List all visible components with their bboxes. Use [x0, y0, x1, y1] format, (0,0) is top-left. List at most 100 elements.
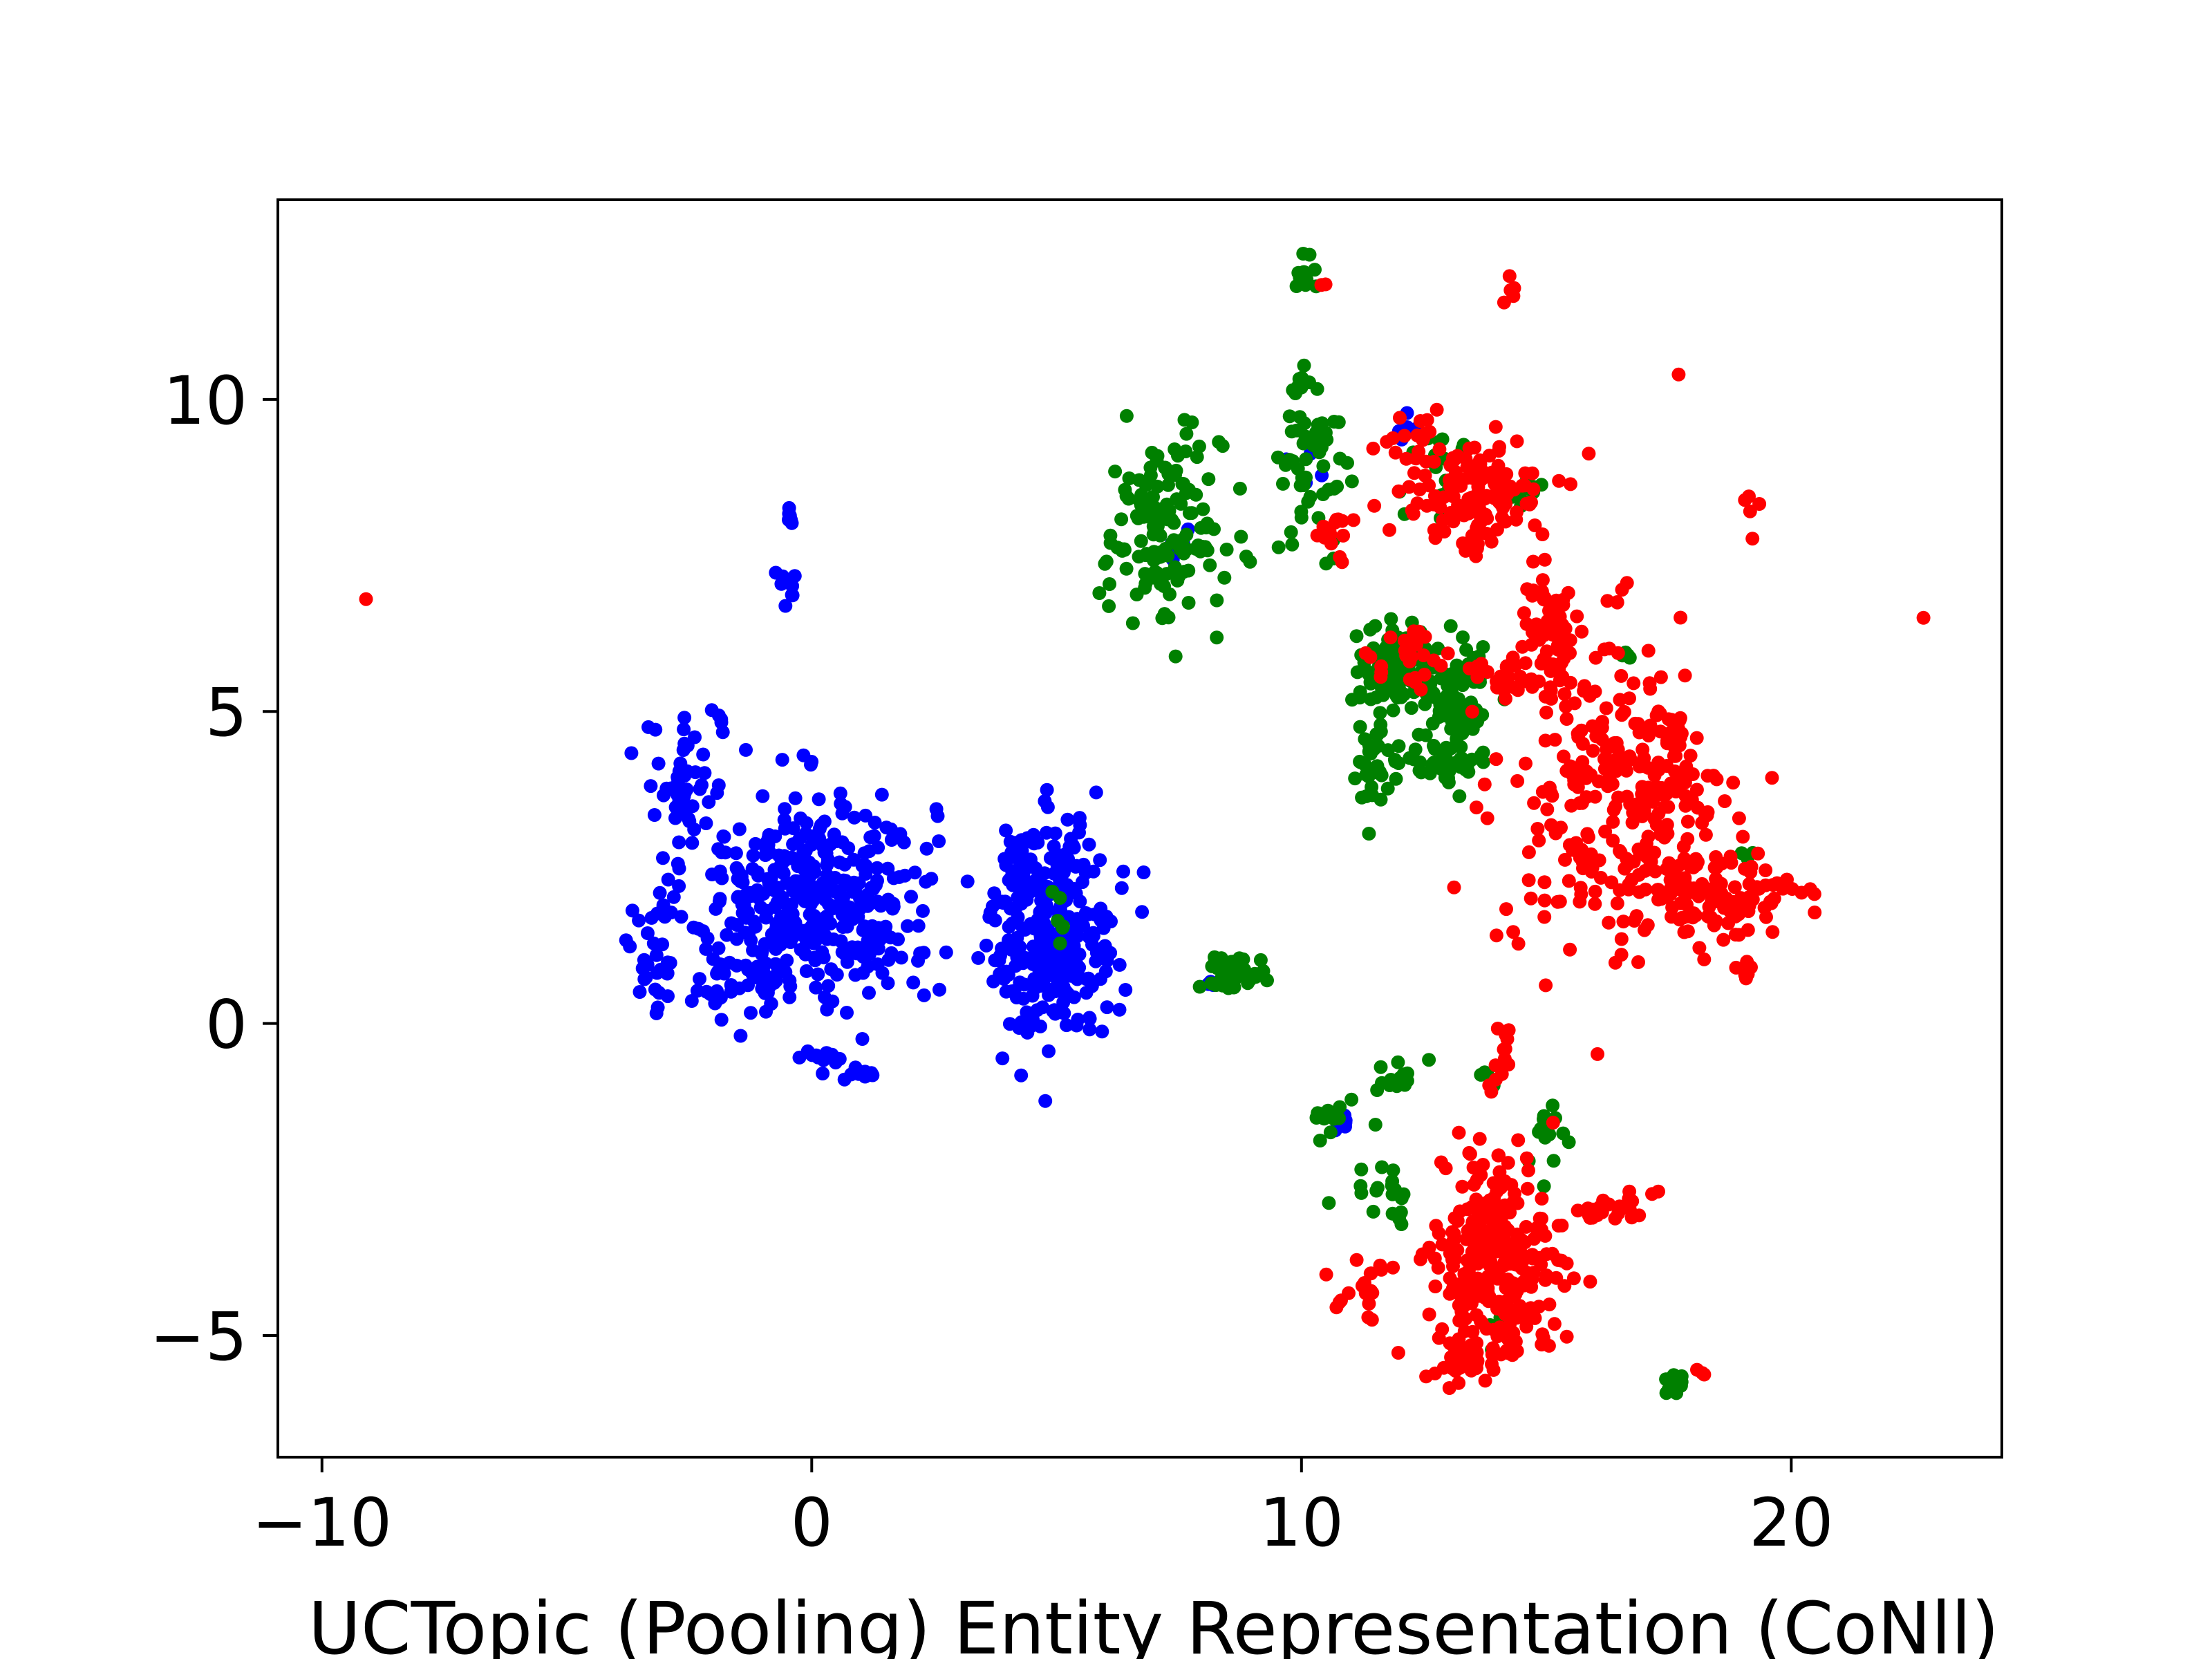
scatter-point [1042, 1044, 1056, 1058]
y-tick-label: 5 [205, 674, 247, 751]
scatter-point [1521, 873, 1536, 888]
scatter-point [1532, 833, 1546, 847]
scatter-point [668, 800, 683, 814]
scatter-point [1143, 468, 1158, 482]
scatter-point [1540, 802, 1555, 816]
scatter-point [1674, 883, 1688, 897]
scatter-point [1489, 928, 1503, 943]
scatter-point [1082, 1011, 1097, 1025]
scatter-point [1752, 497, 1767, 511]
scatter-point [1916, 610, 1931, 625]
scatter-point [1386, 703, 1400, 718]
scatter-point [821, 1047, 836, 1061]
scatter-point [758, 937, 772, 951]
scatter-point [1047, 839, 1061, 854]
scatter-point [1056, 995, 1071, 1010]
scatter-point [724, 916, 738, 930]
scatter-point [1759, 863, 1773, 877]
scatter-point [1680, 814, 1695, 829]
scatter-point [1622, 650, 1636, 664]
scatter-point [816, 950, 831, 965]
scatter-point [1172, 569, 1186, 583]
scatter-point [1497, 1042, 1511, 1057]
scatter-point [1582, 1208, 1596, 1222]
scatter-point [1558, 621, 1573, 636]
scatter-point [785, 516, 799, 530]
scatter-point [700, 931, 715, 946]
scatter-point [1302, 247, 1317, 262]
scatter-point [1104, 915, 1118, 928]
scatter-point [1201, 472, 1216, 487]
scatter-point [760, 835, 774, 850]
scatter-point [1146, 527, 1161, 542]
scatter-point [853, 891, 867, 906]
scatter-point [648, 982, 662, 997]
scatter-point [1403, 632, 1417, 647]
scatter-point [1490, 1329, 1505, 1344]
scatter-point [746, 848, 760, 863]
scatter-point [1610, 896, 1624, 910]
x-tick-label: 10 [1259, 1484, 1344, 1562]
scatter-point [1441, 775, 1456, 789]
scatter-point [1764, 896, 1779, 910]
scatter-point [1588, 884, 1602, 899]
scatter-point [1446, 514, 1461, 529]
scatter-point [1743, 865, 1758, 879]
scatter-point [804, 919, 818, 934]
scatter-point [1112, 957, 1127, 972]
scatter-point [1365, 788, 1380, 803]
scatter-point [1559, 1329, 1574, 1344]
scatter-point [1510, 1196, 1525, 1210]
scatter-point [1610, 595, 1624, 610]
scatter-point [986, 974, 1001, 988]
scatter-point [737, 899, 751, 913]
scatter-point [1765, 771, 1779, 785]
scatter-point [1695, 816, 1709, 830]
scatter-point [1707, 861, 1722, 875]
scatter-point [1412, 444, 1426, 459]
scatter-point [1019, 921, 1033, 936]
scatter-point [1436, 709, 1451, 723]
scatter-point [1597, 762, 1612, 776]
scatter-point [1234, 529, 1248, 544]
scatter-point [1463, 1147, 1477, 1161]
scatter-point [796, 847, 811, 862]
scatter-point [1394, 1217, 1409, 1231]
scatter-point [695, 778, 709, 792]
scatter-point [1525, 466, 1539, 480]
scatter-point [1678, 789, 1693, 803]
scatter-point [1553, 673, 1567, 688]
scatter-point [1047, 852, 1061, 867]
scatter-point [1168, 442, 1182, 456]
scatter-point [1527, 1232, 1541, 1246]
scatter-point [1089, 785, 1103, 800]
scatter-point [1040, 782, 1054, 797]
scatter-point [1013, 892, 1028, 906]
scatter-point [1612, 1199, 1627, 1214]
scatter-point [1808, 906, 1822, 919]
scatter-point [833, 786, 847, 800]
scatter-point [847, 875, 861, 890]
scatter-point [1442, 1381, 1456, 1395]
scatter-point [756, 789, 770, 803]
scatter-point [1515, 478, 1530, 493]
scatter-point [1331, 512, 1345, 527]
scatter-point [1060, 812, 1075, 827]
scatter-point [668, 784, 682, 798]
scatter-point [1366, 1204, 1380, 1219]
scatter-point [1014, 1068, 1029, 1082]
scatter-point [1363, 650, 1378, 664]
scatter-point [1476, 1240, 1490, 1255]
scatter-point [1456, 1275, 1470, 1289]
scatter-point [1203, 558, 1217, 572]
scatter-point [1135, 905, 1150, 919]
scatter-point [1093, 853, 1107, 868]
scatter-point [1072, 825, 1086, 840]
scatter-point [1397, 429, 1412, 443]
scatter-point [881, 861, 895, 876]
scatter-point [1513, 1277, 1528, 1291]
scatter-point [1535, 1327, 1550, 1342]
scatter-point [1002, 933, 1016, 948]
scatter-point [1192, 439, 1206, 453]
scatter-point [1456, 630, 1470, 644]
